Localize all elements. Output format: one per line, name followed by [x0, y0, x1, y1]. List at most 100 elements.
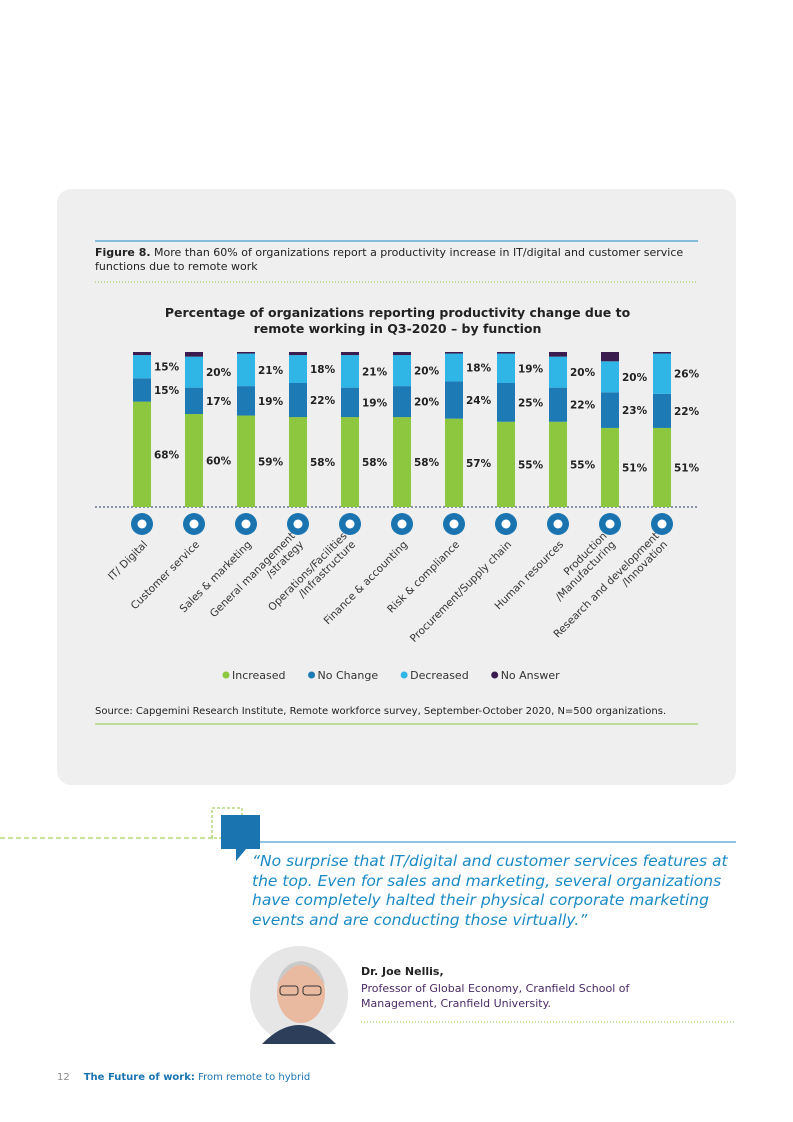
bar-segment [601, 392, 619, 428]
bar-segment [185, 387, 203, 414]
bar-segment [445, 418, 463, 507]
page-number: 12 [57, 1072, 70, 1083]
value-label: 20% [622, 372, 648, 384]
bar-segment [653, 353, 671, 394]
source: Source: Capgemini Research Institute, Re… [95, 706, 667, 717]
function-icon-inner [501, 519, 511, 529]
bar-segment [653, 427, 671, 507]
value-label: 20% [414, 397, 440, 409]
figure-label: Figure 8. [95, 246, 151, 259]
function-icon-inner [605, 519, 615, 529]
bar-segment [133, 355, 151, 379]
function-icon-inner [189, 519, 199, 529]
value-label: 17% [206, 396, 232, 408]
function-icon-inner [657, 519, 667, 529]
bar-segment [289, 352, 307, 356]
value-label: 24% [466, 395, 492, 407]
bar-segment [497, 353, 515, 383]
value-label: 58% [310, 457, 336, 469]
bar-segment [341, 352, 359, 356]
bar-segment [185, 352, 203, 357]
function-icon-inner [397, 519, 407, 529]
bar-segment [445, 353, 463, 382]
value-label: 21% [258, 365, 284, 377]
bar-segment [653, 393, 671, 428]
portrait-glasses [279, 985, 299, 996]
portrait-hair [277, 961, 325, 985]
value-label: 19% [258, 396, 284, 408]
value-label: 19% [362, 397, 388, 409]
bar-segment [289, 417, 307, 507]
value-label: 20% [414, 366, 440, 378]
value-label: 57% [466, 458, 492, 470]
bar-segment [549, 387, 567, 422]
bar-segment [133, 352, 151, 356]
bar-segment [289, 383, 307, 418]
portrait-glasses [302, 985, 322, 996]
value-label: 20% [570, 367, 596, 379]
category-label: Procurement/Supply chain [408, 539, 514, 645]
legend-swatch [491, 671, 499, 679]
legend-label: No Change [318, 669, 379, 682]
bar-segment [445, 381, 463, 419]
value-label: 19% [518, 363, 544, 375]
quote-icon [221, 815, 260, 861]
value-label: 15% [154, 385, 180, 397]
value-label: 58% [414, 457, 440, 469]
value-label: 18% [310, 364, 336, 376]
value-label: 25% [518, 397, 544, 409]
legend-label: Increased [232, 669, 286, 682]
bar-segment [185, 356, 203, 388]
category-line: IT/ Digital [106, 539, 150, 583]
bar-segment [549, 356, 567, 388]
bar-segment [393, 355, 411, 387]
bar-segment [237, 386, 255, 416]
bar-segment [445, 352, 463, 354]
value-label: 26% [674, 369, 700, 381]
bar-segment [185, 414, 203, 507]
bar-segment [601, 361, 619, 393]
function-icon-inner [241, 519, 251, 529]
value-label: 23% [622, 405, 648, 417]
quote-name: Dr. Joe Nellis, [361, 965, 444, 978]
value-label: 22% [310, 395, 336, 407]
bar-segment [341, 417, 359, 507]
portrait-suit [262, 1025, 336, 1044]
function-icon-inner [345, 519, 355, 529]
function-icon-inner [137, 519, 147, 529]
bar-segment [549, 352, 567, 357]
category-label: IT/ Digital [106, 539, 150, 583]
footer-title: The Future of work: [83, 1072, 195, 1083]
value-label: 20% [206, 367, 232, 379]
footer: 12 The Future of work: From remote to hyb… [57, 1072, 310, 1083]
value-label: 55% [570, 459, 596, 471]
bar-segment [393, 417, 411, 507]
legend-label: No Answer [501, 669, 560, 682]
value-label: 51% [622, 462, 648, 474]
bar-segment [341, 387, 359, 418]
bar-segment [289, 355, 307, 383]
bar-segment [133, 378, 151, 402]
bar-segment [601, 427, 619, 507]
function-icon-inner [293, 519, 303, 529]
value-label: 18% [466, 363, 492, 375]
bar-segment [549, 421, 567, 507]
legend-swatch [400, 671, 408, 679]
bar-segment [133, 401, 151, 507]
value-label: 55% [518, 459, 544, 471]
chart-title: Percentage of organizations reporting pr… [164, 305, 631, 336]
bar-segment [237, 415, 255, 507]
figure-caption: Figure 8. More than 60% of organizations… [95, 246, 695, 274]
legend-label: Decreased [410, 669, 469, 682]
value-label: 22% [674, 406, 700, 418]
value-label: 51% [674, 462, 700, 474]
value-label: 68% [154, 449, 180, 461]
bar-segment [497, 421, 515, 507]
bar-segment [341, 355, 359, 388]
value-label: 58% [362, 457, 388, 469]
quote-role: Professor of Global Economy, Cranfield S… [361, 982, 630, 1010]
value-label: 59% [258, 456, 284, 468]
portrait-face [277, 963, 325, 1023]
